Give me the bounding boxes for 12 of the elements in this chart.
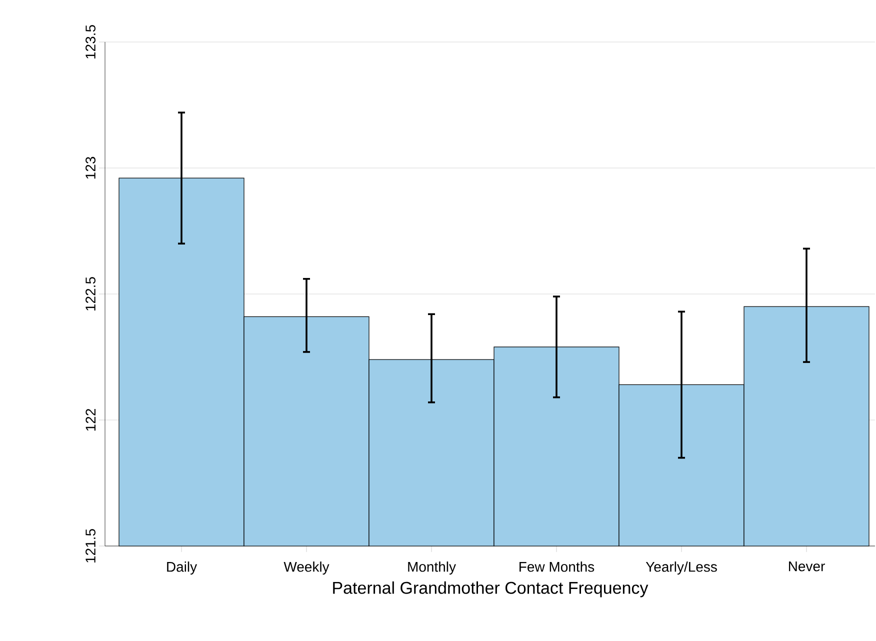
y-tick-label: 122.5	[86, 277, 96, 310]
x-tick-label: Few Months	[520, 562, 594, 572]
x-axis-title: Paternal Grandmother Contact Frequency	[333, 581, 648, 598]
y-tick-label: 121.5	[86, 529, 96, 562]
x-tick-label: Monthly	[408, 562, 456, 575]
y-tick-label: 122	[86, 409, 96, 431]
x-tick-label: Daily	[167, 562, 198, 575]
x-tick-label: Weekly	[284, 562, 330, 575]
x-tick-label: Never	[788, 562, 825, 572]
y-tick-label: 123.5	[86, 25, 96, 58]
y-tick-label: 123	[86, 156, 96, 179]
x-tick-label: Yearly/Less	[646, 562, 717, 575]
